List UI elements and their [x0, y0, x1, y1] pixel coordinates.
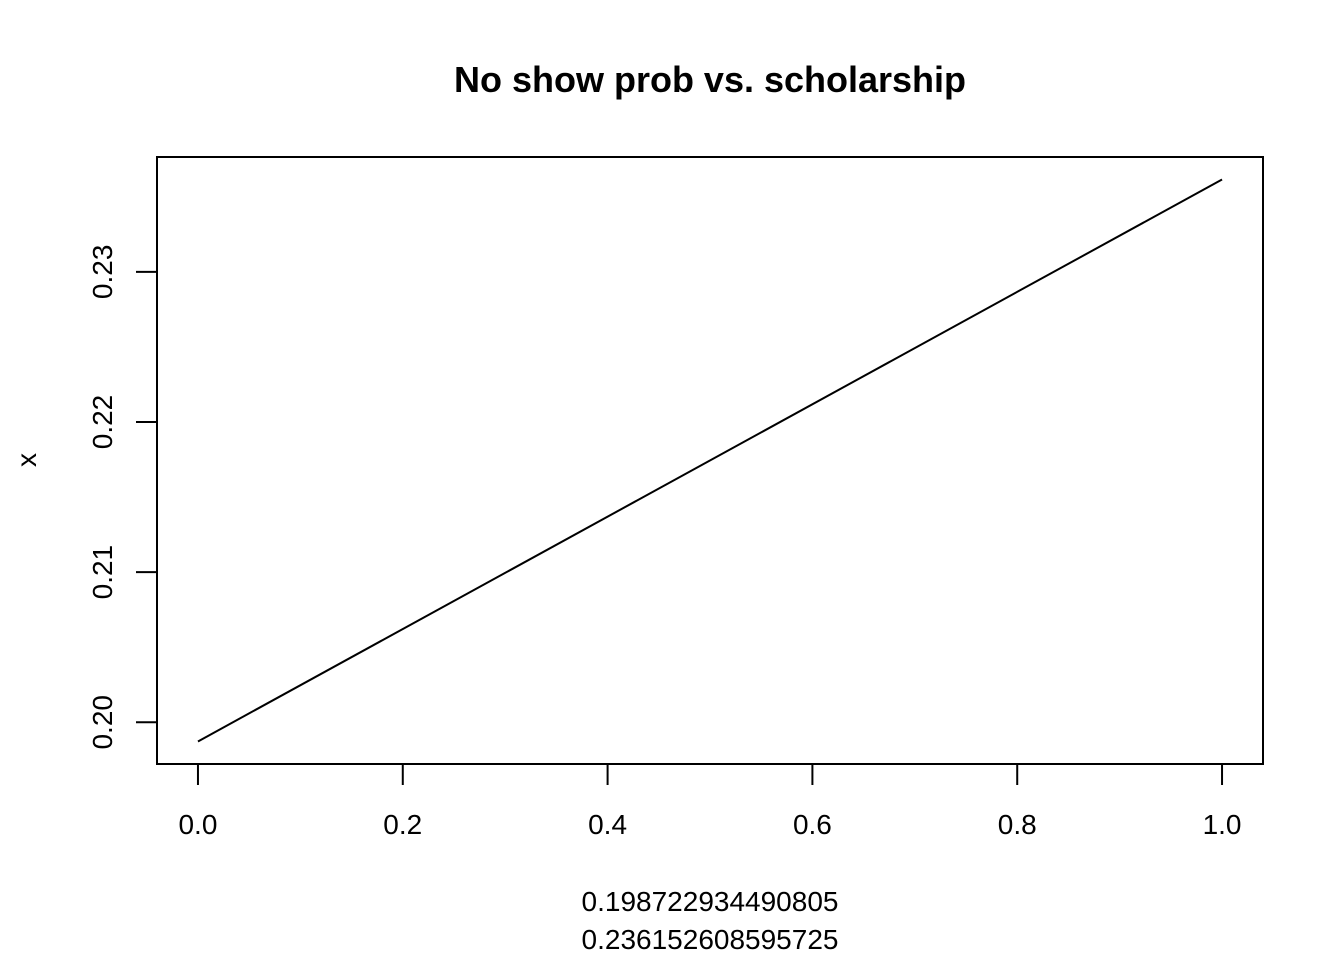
y-axis-label: x	[11, 453, 42, 467]
y-tick-label: 0.21	[87, 545, 118, 600]
plot-frame	[156, 156, 1264, 765]
x-axis-label-line-2: 0.236152608595725	[582, 924, 839, 955]
x-axis-label-line-1: 0.198722934490805	[582, 886, 839, 917]
x-tick-label: 0.2	[383, 809, 422, 840]
x-tick-label: 0.4	[588, 809, 627, 840]
y-axis: 0.20 0.21 0.22 0.23	[87, 245, 157, 750]
series-group	[197, 178, 1223, 743]
x-tick-label: 0.8	[998, 809, 1037, 840]
x-tick-label: 0.0	[178, 809, 217, 840]
chart-title: No show prob vs. scholarship	[454, 59, 966, 100]
y-tick-label: 0.20	[87, 695, 118, 750]
y-tick-label: 0.23	[87, 245, 118, 300]
x-tick-label: 0.6	[793, 809, 832, 840]
x-tick-label: 1.0	[1203, 809, 1242, 840]
series-line	[197, 178, 1223, 743]
x-axis: 0.0 0.2 0.4 0.6 0.8 1.0	[178, 764, 1242, 840]
y-tick-label: 0.22	[87, 395, 118, 450]
